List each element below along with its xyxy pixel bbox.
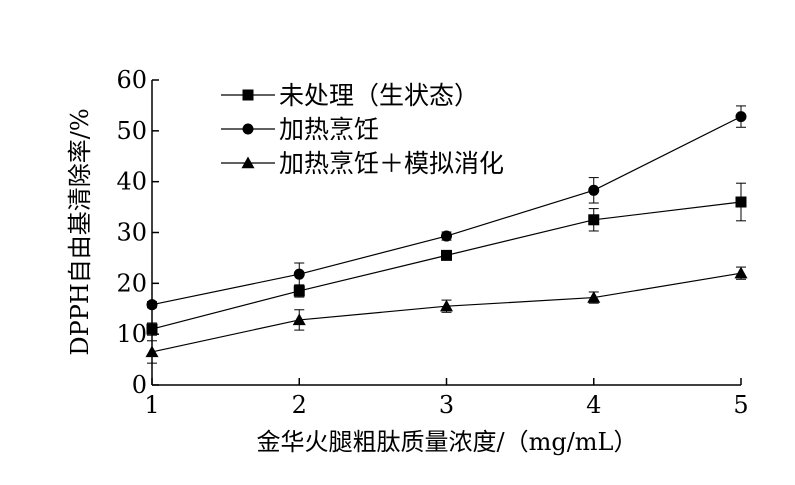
data-point bbox=[588, 184, 600, 196]
legend-label: 未处理（生状态） bbox=[279, 81, 479, 110]
legend-label: 加热烹饪＋模拟消化 bbox=[279, 149, 504, 178]
x-tick-label: 4 bbox=[586, 391, 601, 419]
series-circle bbox=[146, 105, 747, 311]
series-triangle bbox=[145, 266, 748, 364]
data-point bbox=[292, 313, 306, 326]
y-tick-label: 0 bbox=[132, 371, 147, 399]
x-tick-label: 3 bbox=[439, 391, 454, 419]
x-axis-label: 金华火腿粗肽质量浓度/（mg/mL） bbox=[257, 428, 638, 456]
data-point bbox=[441, 249, 452, 261]
data-point bbox=[293, 285, 305, 297]
legend-item-triangle: 加热烹饪＋模拟消化 bbox=[221, 149, 504, 178]
legend-label: 加热烹饪 bbox=[279, 115, 379, 144]
data-point bbox=[146, 299, 158, 311]
ticks: 0 10 20 30 40 50 60 1 2 3 4 5 bbox=[116, 66, 748, 419]
x-tick-label: 5 bbox=[733, 391, 748, 419]
legend-item-circle: 加热烹饪 bbox=[221, 115, 379, 144]
data-point bbox=[293, 268, 305, 280]
y-tick-label: 40 bbox=[116, 168, 147, 196]
x-tick-label: 1 bbox=[144, 391, 159, 419]
y-tick-label: 30 bbox=[116, 219, 147, 247]
y-tick-label: 50 bbox=[116, 117, 147, 145]
legend-marker bbox=[241, 156, 255, 169]
data-point bbox=[146, 323, 158, 335]
data-point bbox=[735, 196, 747, 208]
series-layer bbox=[145, 105, 748, 364]
data-point bbox=[441, 230, 452, 242]
legend-marker bbox=[242, 123, 254, 135]
legend-item-square: 未处理（生状态） bbox=[221, 81, 479, 110]
y-tick-label: 20 bbox=[116, 269, 147, 297]
y-tick-label: 10 bbox=[116, 320, 147, 348]
y-axis-label: DPPH自由基清除率/% bbox=[66, 108, 94, 355]
data-point bbox=[587, 291, 601, 303]
series-square bbox=[146, 182, 747, 336]
legend-marker bbox=[242, 89, 254, 101]
series-line bbox=[151, 116, 742, 306]
data-point bbox=[734, 266, 748, 279]
data-point bbox=[735, 111, 747, 123]
data-point bbox=[588, 214, 600, 226]
data-point bbox=[145, 345, 159, 358]
y-tick-label: 60 bbox=[116, 66, 147, 94]
data-point bbox=[440, 299, 453, 312]
x-tick-label: 2 bbox=[292, 391, 307, 419]
